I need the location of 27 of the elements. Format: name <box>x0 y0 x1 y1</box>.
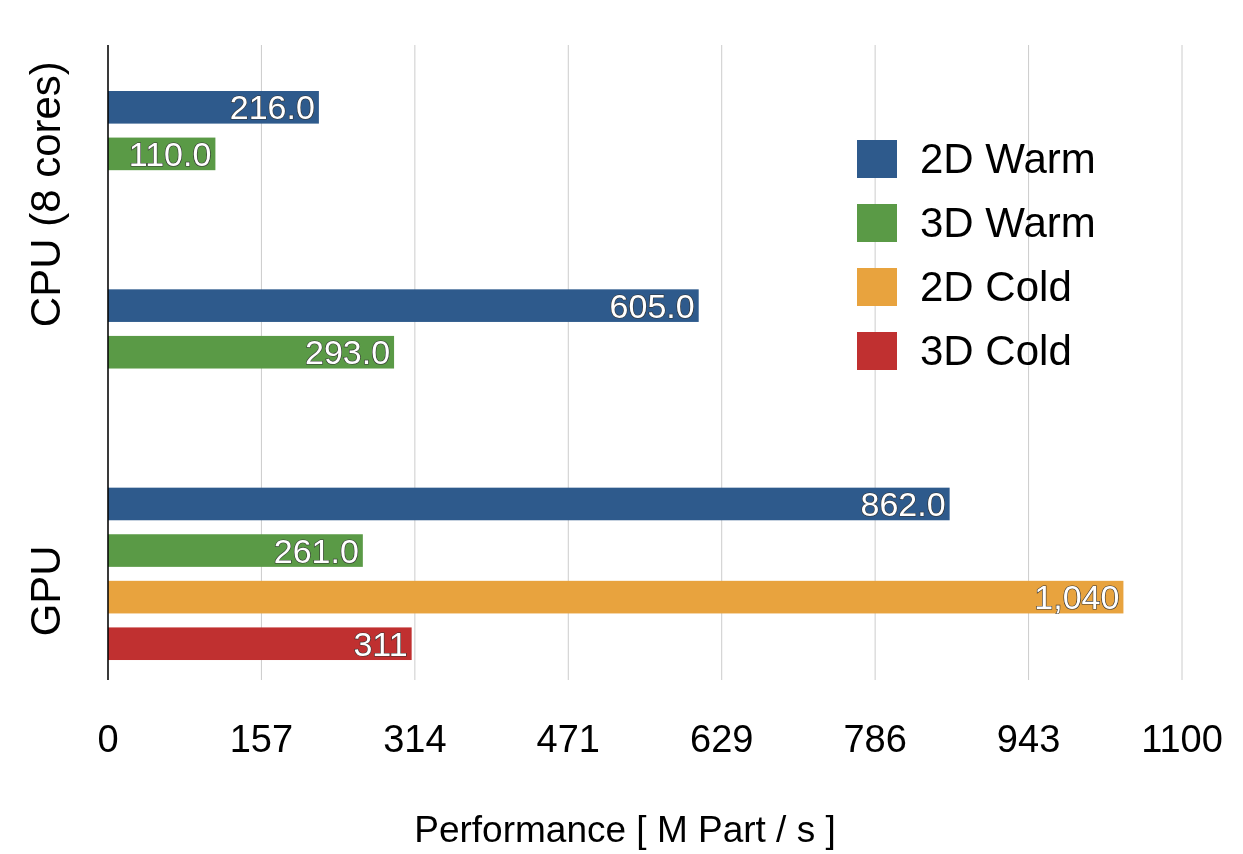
x-tick-label: 786 <box>843 718 907 760</box>
x-tick-label: 157 <box>229 718 294 760</box>
legend-label: 3D Cold <box>920 327 1072 374</box>
data-label: 293.0 <box>304 333 391 372</box>
bar <box>108 487 950 521</box>
y-tick-label: GPU <box>22 545 69 637</box>
x-tick-label: 943 <box>996 718 1061 760</box>
x-tick-label: 471 <box>536 718 600 760</box>
data-label: 1,040 <box>1034 578 1120 617</box>
data-label: 605.0 <box>609 286 695 325</box>
data-label: 110.0 <box>128 134 212 173</box>
legend-label: 2D Cold <box>920 263 1072 310</box>
x-tick-label: 1100 <box>1141 718 1223 760</box>
bar <box>108 627 412 661</box>
bar <box>108 289 699 322</box>
x-axis-title: Performance [ M Part / s ] <box>414 809 836 850</box>
legend-label: 2D Warm <box>920 135 1096 182</box>
x-tick-label: 314 <box>383 718 447 760</box>
bar <box>108 580 1124 614</box>
data-label: 311 <box>353 624 408 663</box>
legend-label: 3D Warm <box>920 199 1096 246</box>
x-tick-label: 629 <box>690 718 754 760</box>
data-label: 862.0 <box>860 484 946 523</box>
data-label: 261.0 <box>273 531 359 570</box>
x-tick-label: 0 <box>97 718 119 760</box>
data-label: 216.0 <box>229 88 315 127</box>
y-tick-label: CPU (8 cores) <box>22 61 69 328</box>
